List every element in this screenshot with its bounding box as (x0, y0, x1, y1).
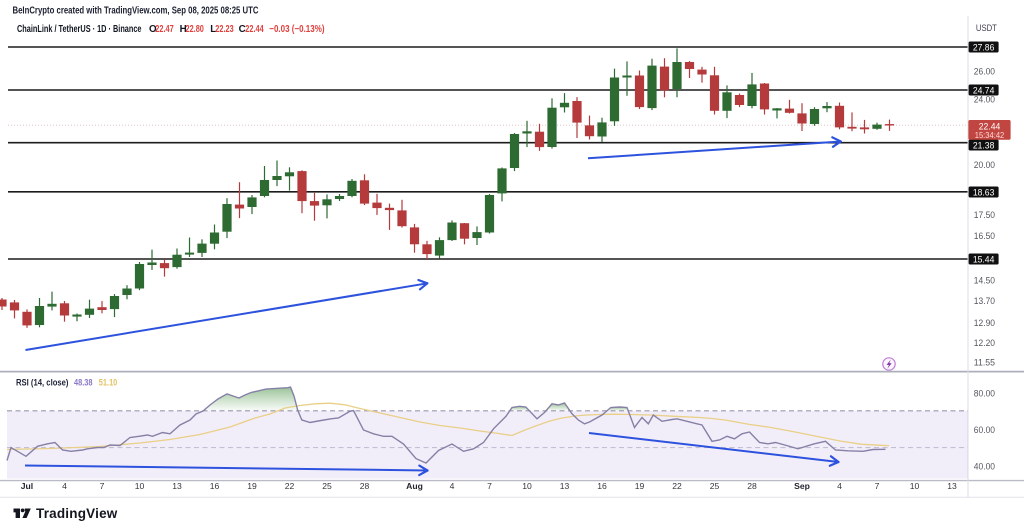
svg-text:22: 22 (672, 481, 682, 491)
svg-text:22.80: 22.80 (186, 24, 205, 35)
svg-text:10: 10 (522, 481, 532, 491)
svg-text:RSI (14, close): RSI (14, close) (16, 377, 69, 387)
svg-text:40.00: 40.00 (974, 461, 995, 471)
svg-text:−0.03 (−0.13%): −0.03 (−0.13%) (269, 24, 324, 35)
svg-text:14.50: 14.50 (974, 276, 995, 286)
svg-text:11.55: 11.55 (974, 357, 995, 367)
svg-text:22.23: 22.23 (215, 24, 234, 35)
svg-text:BeInCrypto created with Tradin: BeInCrypto created with TradingView.com,… (13, 5, 259, 16)
svg-text:15.44: 15.44 (973, 254, 995, 264)
svg-text:USDT: USDT (976, 23, 997, 33)
svg-text:28: 28 (747, 481, 757, 491)
svg-text:16: 16 (597, 481, 607, 491)
svg-text:L: L (210, 24, 216, 35)
svg-text:4: 4 (450, 481, 455, 491)
svg-text:48.38: 48.38 (74, 377, 93, 387)
svg-text:C: C (239, 24, 246, 35)
svg-text:24.74: 24.74 (973, 85, 995, 95)
svg-text:16.50: 16.50 (974, 231, 995, 241)
svg-text:28: 28 (360, 481, 370, 491)
svg-text:51.10: 51.10 (99, 377, 118, 387)
svg-text:10: 10 (910, 481, 920, 491)
svg-text:24.00: 24.00 (974, 95, 995, 105)
svg-text:16: 16 (210, 481, 220, 491)
svg-text:27.86: 27.86 (973, 42, 995, 52)
svg-text:4: 4 (837, 481, 842, 491)
svg-text:22.44: 22.44 (979, 121, 1001, 131)
svg-text:20.00: 20.00 (974, 160, 995, 170)
svg-text:21.38: 21.38 (973, 140, 995, 150)
svg-text:22.47: 22.47 (155, 24, 174, 35)
svg-text:7: 7 (100, 481, 105, 491)
svg-text:13.70: 13.70 (974, 296, 995, 306)
svg-text:18.63: 18.63 (973, 187, 995, 197)
svg-text:4: 4 (62, 481, 67, 491)
svg-text:ChainLink / TetherUS · 1D · Bi: ChainLink / TetherUS · 1D · Binance (17, 24, 142, 35)
svg-text:H: H (180, 24, 187, 35)
svg-text:22: 22 (285, 481, 295, 491)
svg-text:13: 13 (947, 481, 957, 491)
svg-text:19: 19 (247, 481, 257, 491)
svg-text:13: 13 (172, 481, 182, 491)
svg-text:Sep: Sep (794, 481, 810, 491)
svg-text:TradingView: TradingView (36, 506, 118, 521)
svg-text:Jul: Jul (21, 481, 33, 491)
svg-text:7: 7 (875, 481, 880, 491)
svg-text:15:34:42: 15:34:42 (975, 131, 1005, 140)
svg-text:25: 25 (710, 481, 720, 491)
svg-text:26.00: 26.00 (974, 67, 995, 77)
svg-text:12.20: 12.20 (974, 338, 995, 348)
svg-text:17.50: 17.50 (974, 210, 995, 220)
svg-text:12.90: 12.90 (974, 318, 995, 328)
svg-text:80.00: 80.00 (974, 389, 995, 399)
svg-text:7: 7 (487, 481, 492, 491)
svg-text:Aug: Aug (406, 481, 423, 491)
svg-text:22.44: 22.44 (245, 24, 264, 35)
svg-text:10: 10 (135, 481, 145, 491)
svg-text:19: 19 (635, 481, 645, 491)
svg-text:13: 13 (560, 481, 570, 491)
svg-text:60.00: 60.00 (974, 425, 995, 435)
svg-text:25: 25 (322, 481, 332, 491)
svg-text:O: O (149, 24, 157, 35)
